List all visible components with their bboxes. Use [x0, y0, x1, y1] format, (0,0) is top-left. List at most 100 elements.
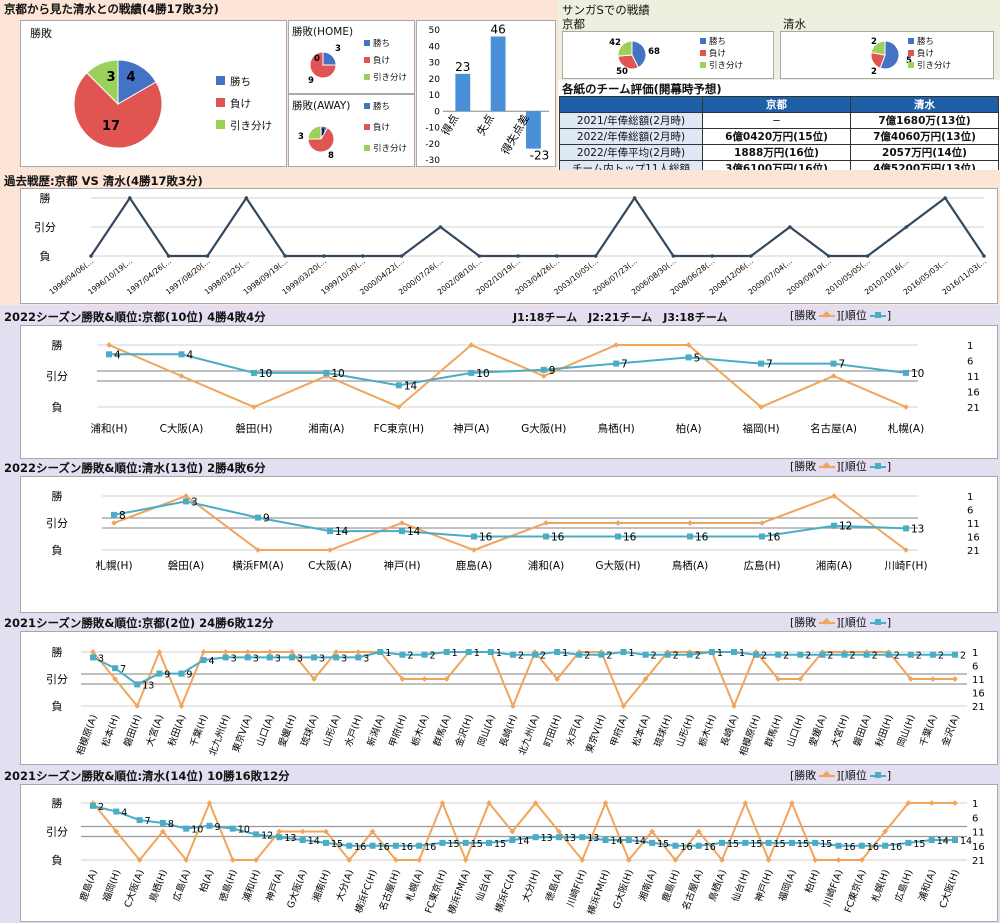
history-point — [283, 254, 287, 258]
s2021k-rank-point — [598, 651, 605, 658]
s2021k-x-label: 秋田(A) — [166, 713, 189, 748]
s2021s-x-label: 徳島(A) — [543, 868, 566, 903]
s2021s-rank-point — [532, 834, 539, 841]
s2021k-rank-label: 3 — [253, 653, 259, 664]
history-point — [749, 254, 753, 258]
s2021k-x-label: 長崎(A) — [718, 713, 741, 748]
sanga-kyoto-pie: 68 50 42 — [609, 38, 660, 77]
s2022s-rank-point — [255, 514, 261, 521]
history-point — [555, 254, 559, 258]
s2022k-rank-label: 7 — [621, 359, 628, 371]
s2021k-x-label: 相模原(A) — [74, 713, 100, 757]
s2022s-x-label: 札幌(H) — [95, 559, 132, 572]
s2021k-rank-point — [730, 649, 737, 655]
s2021k-rank-tick: 21 — [972, 702, 985, 713]
s2021s-result-point — [462, 857, 469, 863]
s2022k-x-label: FC東京(H) — [374, 422, 424, 435]
s2021k-rank-label: 2 — [960, 651, 966, 662]
goals-tick-label: 50 — [429, 26, 441, 36]
s2021k-x-label: 大宮(H) — [829, 713, 852, 749]
history-line — [90, 196, 985, 258]
pie-home: 3 9 0 — [308, 44, 341, 86]
s2021s-rank-label: 16 — [401, 842, 413, 853]
s2021s-x-label: 大分(A) — [334, 868, 357, 903]
s2022k-result-point — [540, 373, 547, 379]
s2022k-title: 2022シーズン勝敗&順位:京都(10位) 4勝4敗4分 — [4, 310, 266, 324]
s2021s-rank-tick: 16 — [972, 842, 985, 853]
s2022s-x-label: 鹿島(A) — [456, 559, 492, 572]
s2021s-result-point — [206, 800, 213, 806]
s2022k-result-point — [903, 404, 909, 410]
sanga-kyoto-legend: 勝ち 負け 引き分け — [700, 36, 743, 72]
s2021s-rank-label: 15 — [797, 839, 809, 850]
s2022k-result-point — [106, 342, 112, 348]
s2021k-rank-label: 2 — [673, 651, 679, 662]
s2022k-rank-point — [323, 369, 330, 376]
s2021s-rank-point — [136, 817, 143, 824]
s2022k-result-point — [685, 342, 692, 348]
s2021k-x-label: 岡山(H) — [896, 713, 918, 748]
s2021s-rank-label: 14 — [308, 836, 320, 847]
s2022s-result-point — [903, 547, 909, 553]
s2021s-result-point — [579, 857, 586, 863]
pie-away-panel: 勝敗(AWAY) 1 8 3 勝ち 負け 引き分け — [288, 94, 415, 167]
s2021k-rank-point — [863, 651, 870, 658]
s2021k-result-point — [333, 649, 339, 655]
s2022s-rank-point — [687, 533, 693, 540]
s2021s-rank-label: 4 — [121, 808, 127, 819]
s2021s-rank-label: 15 — [913, 839, 925, 850]
s2021k-x-label: 千葉(A) — [917, 713, 940, 748]
s2021s-rank-label: 2 — [98, 802, 104, 813]
s2021k-result-point — [311, 676, 317, 682]
legend-win: 勝ち — [216, 71, 272, 93]
s2021s-rank-point — [229, 825, 236, 832]
s2021k-result-point — [289, 649, 295, 655]
s2021s-x-label: 仙台(A) — [473, 868, 496, 903]
s2022s-rank-label: 16 — [479, 532, 493, 544]
s2021s-rank-point — [299, 837, 306, 844]
s2021k-result-point — [907, 676, 914, 682]
s2021k-rank-label: 2 — [761, 651, 767, 662]
s2021s-result-point — [695, 828, 702, 835]
s2021k-rank-point — [686, 651, 693, 658]
s2022s-rank-label: 16 — [695, 532, 709, 544]
s2022k-result-point — [758, 404, 764, 410]
s2021s-x-label: C大阪(H) — [937, 868, 962, 910]
s2021k-rank-point — [222, 654, 229, 661]
s2021k-rank-label: 1 — [496, 648, 502, 659]
pie-main-data-label: 3 — [106, 70, 115, 85]
s2021s-x-label: 湘南(A) — [636, 868, 659, 903]
legend-lose: 負け — [216, 93, 272, 115]
s2021s-rank-label: 15 — [774, 839, 786, 850]
s2022s-result-point — [687, 520, 693, 526]
s2021s-rank-label: 10 — [191, 825, 203, 836]
pie-home-legend: 勝ち 負け 引き分け — [364, 36, 407, 87]
s2021k-rank-point — [797, 651, 804, 658]
s2022k-x-label: 名古屋(A) — [810, 422, 857, 435]
s2021k-rank-point — [907, 651, 914, 658]
s2021k-rank-point — [333, 654, 340, 661]
s2022k-rank-tick: 11 — [967, 372, 980, 383]
s2021k-rank-point — [200, 657, 207, 664]
s2021s-result-point — [113, 828, 120, 835]
s2021k-rank-point — [399, 651, 406, 658]
s2021k-rank-label: 1 — [717, 648, 723, 659]
history-point — [710, 254, 715, 258]
s2021s-rank-label: 13 — [564, 833, 576, 844]
s2021s-rank-point — [928, 837, 935, 844]
s2021s-rank-point — [835, 842, 842, 849]
s2021s-rank-label: 8 — [168, 819, 174, 830]
s2021k-rank-point — [311, 654, 318, 661]
s2022k-x-label: 鳥栖(H) — [598, 422, 635, 435]
history-point — [982, 254, 986, 258]
eval-table: 京都 清水 2021/年俸総額(2月時) −7億1680万(13位) 2022/年… — [559, 96, 999, 177]
s2022s-y-label: 勝 — [52, 489, 63, 503]
s2021k-rank-line — [92, 650, 955, 686]
s2022s-rank-label: 9 — [263, 513, 270, 525]
s2022s-rank-point — [327, 528, 333, 535]
s2021s-result-line — [92, 800, 955, 863]
s2021k-result-point — [510, 703, 516, 709]
s2022k-rank-point — [395, 382, 402, 389]
s2021k-rank-label: 2 — [827, 651, 833, 662]
